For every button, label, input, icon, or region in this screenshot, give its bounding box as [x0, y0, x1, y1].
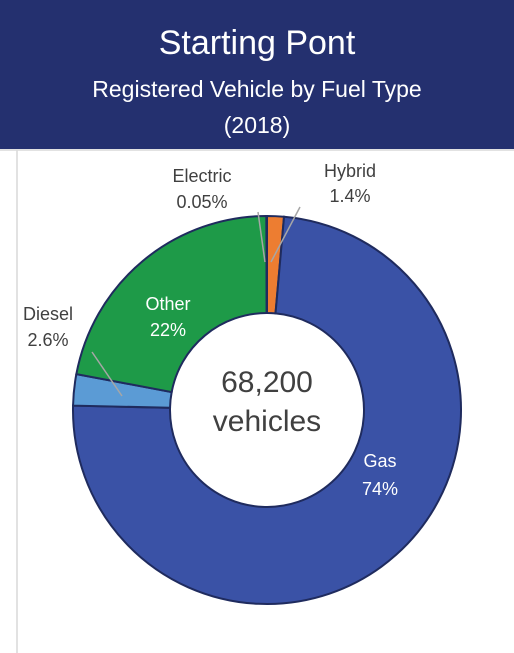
donut-slice	[75, 214, 268, 394]
leader-line	[270, 206, 301, 263]
category-label: Hybrid	[324, 161, 376, 181]
chart-subtitle: (2018)	[224, 112, 290, 138]
category-label: Electric	[172, 166, 231, 186]
value-label: 1.4%	[329, 186, 370, 206]
center-label: 68,200	[221, 366, 313, 399]
leader-line	[257, 211, 266, 263]
category-label: Other	[145, 294, 190, 314]
donut-slice	[265, 214, 268, 315]
header	[0, 0, 514, 149]
category-label: Gas	[363, 451, 396, 471]
center-label: vehicles	[213, 405, 321, 438]
value-label: 2.6%	[27, 330, 68, 350]
chart-title: Starting Pont	[159, 24, 356, 62]
value-label: 22%	[150, 320, 186, 340]
category-label: Diesel	[23, 304, 73, 324]
value-label: 74%	[362, 479, 398, 499]
leader-line	[91, 351, 123, 397]
donut-slice	[72, 215, 462, 605]
chart-subtitle: Registered Vehicle by Fuel Type	[92, 76, 421, 102]
value-label: 0.05%	[176, 192, 227, 212]
